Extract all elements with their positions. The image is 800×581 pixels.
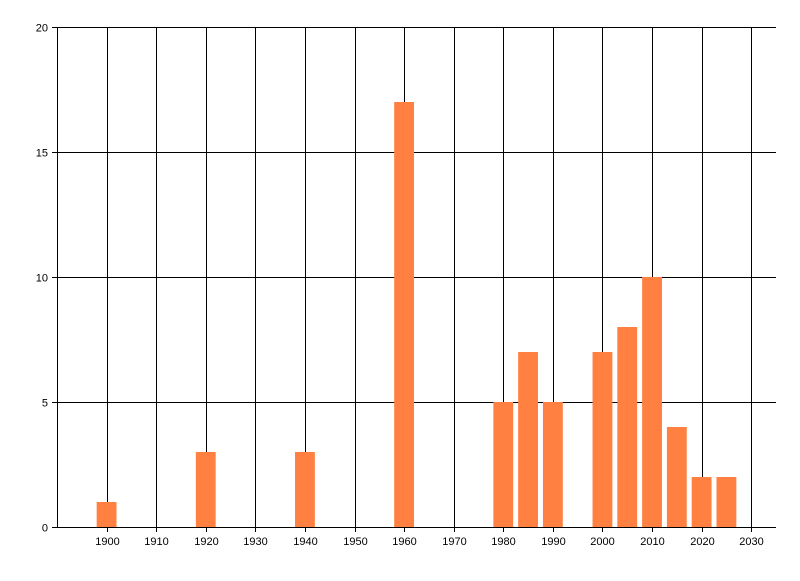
tick-labels: 1900 1910 1920 1930 1940 1950 1960 1970 1980 1990… — [36, 23, 764, 549]
bar-2010 — [642, 277, 662, 527]
bar-1920 — [195, 452, 216, 527]
bar-1990 — [542, 402, 563, 527]
bar-2000 — [592, 352, 613, 527]
bars — [96, 102, 737, 527]
bar-2020 — [691, 477, 712, 527]
bar-1980 — [493, 402, 514, 527]
x-tick-label: 1960 — [392, 536, 416, 548]
bar-2005 — [617, 327, 638, 527]
x-tick-label: 2020 — [690, 536, 714, 548]
bar-1900 — [96, 502, 117, 527]
y-tick-label: 20 — [36, 23, 48, 35]
y-tick-label: 0 — [42, 523, 48, 535]
x-tick-label: 1940 — [293, 536, 317, 548]
x-tick-label: 1900 — [95, 536, 119, 548]
x-tick-label: 2030 — [739, 536, 763, 548]
x-tick-label: 1930 — [243, 536, 267, 548]
y-tick-label: 10 — [36, 273, 48, 285]
bar-1940 — [295, 452, 315, 527]
x-tick-label: 2010 — [640, 536, 664, 548]
x-tick-label: 1980 — [491, 536, 515, 548]
y-tick-label: 5 — [42, 398, 48, 410]
x-tick-label: 1990 — [541, 536, 565, 548]
bar-1960 — [394, 102, 415, 527]
x-tick-label: 1920 — [194, 536, 218, 548]
bar-2025 — [716, 477, 737, 527]
x-tick-label: 2000 — [590, 536, 614, 548]
y-tick-label: 15 — [36, 148, 48, 160]
bar-2015 — [666, 427, 687, 527]
bar-1985 — [518, 352, 538, 527]
x-tick-label: 1970 — [442, 536, 466, 548]
axes — [57, 27, 776, 528]
x-tick-label: 1950 — [343, 536, 367, 548]
x-tick-label: 1910 — [144, 536, 168, 548]
